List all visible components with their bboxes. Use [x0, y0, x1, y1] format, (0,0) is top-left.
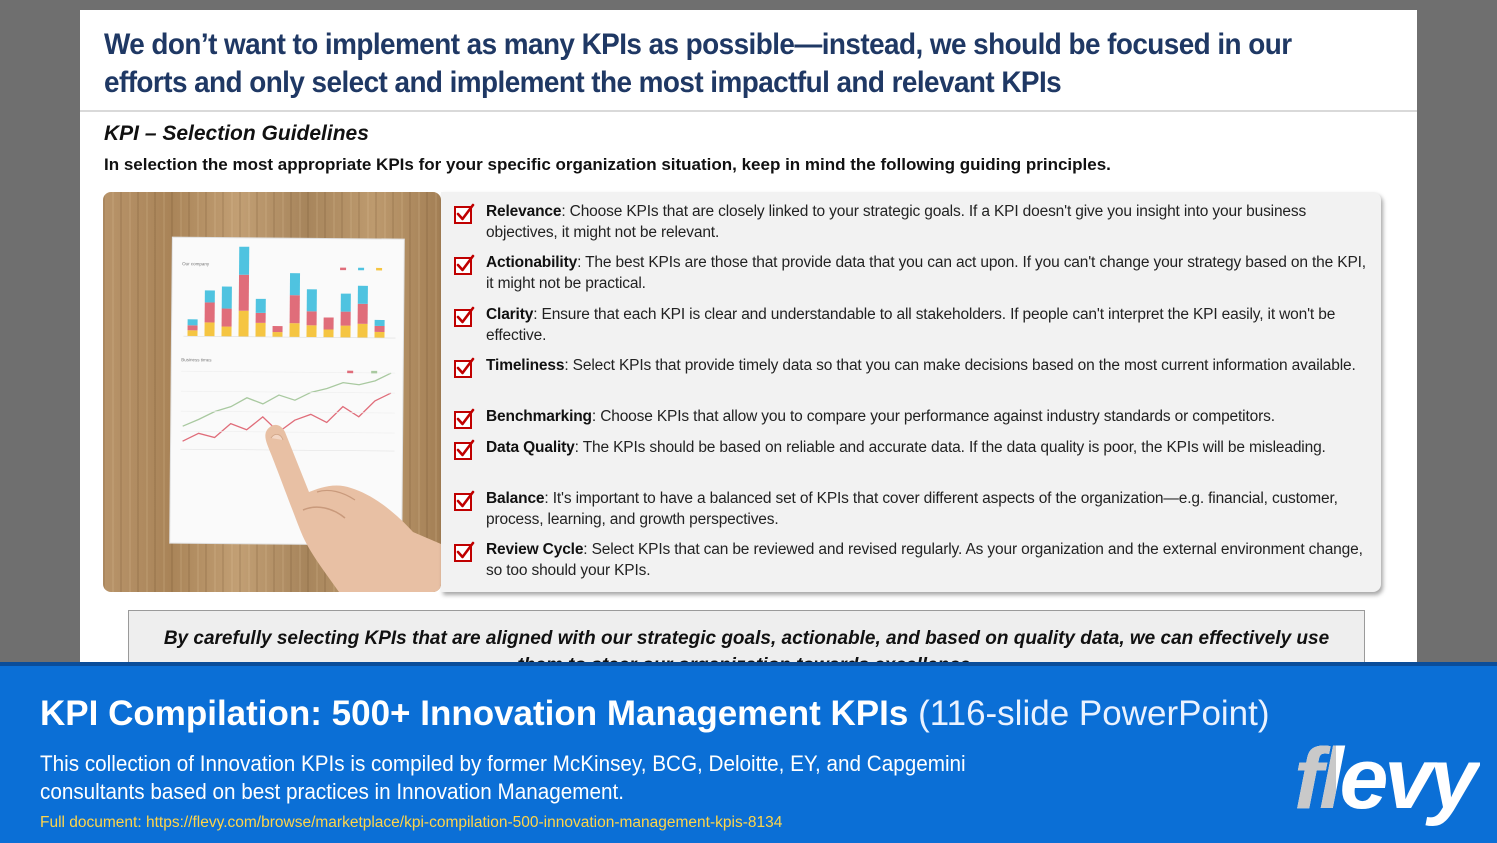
slide: We don’t want to implement as many KPIs …: [80, 10, 1417, 690]
paper-bar-segment: [187, 330, 198, 337]
checkbox-checked-icon: [454, 490, 475, 511]
paper-bar-segment: [221, 326, 232, 337]
paper-bar-segment: [272, 331, 283, 338]
principle-item: Clarity: Ensure that each KPI is clear a…: [453, 305, 1373, 346]
principle-item: Review Cycle: Select KPIs that can be re…: [453, 540, 1373, 581]
svg-text:flevy: flevy: [1294, 732, 1480, 827]
checkbox-checked-icon: [454, 203, 475, 224]
chart1-caption: Our company: [182, 261, 210, 266]
principle-description: : The best KPIs are those that provide d…: [486, 254, 1366, 292]
paper-bar-segment: [289, 295, 300, 324]
principles-list: Relevance: Choose KPIs that are closely …: [441, 192, 1381, 592]
checkbox-checked-icon: [454, 408, 475, 429]
banner-title: KPI Compilation: 500+ Innovation Managem…: [40, 694, 1270, 734]
section-heading: KPI – Selection Guidelines: [104, 122, 369, 145]
checkbox-checked-icon: [454, 541, 475, 562]
paper-bar-segment: [374, 325, 385, 332]
paper-bar-segment: [272, 325, 283, 333]
slide-title: We don’t want to implement as many KPIs …: [104, 28, 1292, 99]
principle-text: Balance: It's important to have a balanc…: [486, 489, 1373, 530]
paper-bar-chart: [183, 246, 396, 339]
paper-bar-segment: [340, 325, 351, 338]
checkbox-checked-icon: [454, 254, 475, 275]
principle-term: Benchmarking: [486, 408, 592, 425]
principle-text: Benchmarking: Choose KPIs that allow you…: [486, 407, 1275, 430]
paper-bar-segment: [187, 319, 198, 326]
paper-bar-segment: [221, 308, 232, 327]
principle-term: Review Cycle: [486, 541, 584, 558]
principle-description: : The KPIs should be based on reliable a…: [574, 439, 1326, 456]
paper-bar-segment: [306, 311, 317, 326]
paper-bar-segment: [374, 319, 385, 326]
principle-description: : Select KPIs that can be reviewed and r…: [486, 541, 1363, 579]
paper-bar-segment: [239, 246, 250, 275]
paper-illustration: Our company Business times: [169, 236, 441, 592]
principle-item: Timeliness: Select KPIs that provide tim…: [453, 356, 1373, 379]
chart2-caption: Business times: [181, 357, 212, 362]
document-link[interactable]: Full document: https://flevy.com/browse/…: [40, 814, 783, 831]
paper-bar-segment: [221, 286, 232, 309]
principle-item: Data Quality: The KPIs should be based o…: [453, 438, 1373, 461]
principle-term: Clarity: [486, 306, 534, 323]
checkbox-checked-icon: [454, 306, 475, 327]
photo-hand-pointing-at-charts: Our company Business times: [103, 192, 441, 592]
principle-description: : Ensure that each KPI is clear and unde…: [486, 306, 1336, 344]
banner-title-main: KPI Compilation: 500+ Innovation Managem…: [40, 694, 909, 733]
promo-banner: KPI Compilation: 500+ Innovation Managem…: [0, 662, 1497, 843]
principle-text: Review Cycle: Select KPIs that can be re…: [486, 540, 1373, 581]
principle-term: Data Quality: [486, 439, 575, 456]
paper-bar-segment: [289, 273, 301, 296]
banner-description: This collection of Innovation KPIs is co…: [40, 751, 966, 804]
paper-bar-segment: [357, 323, 368, 338]
principle-term: Actionability: [486, 254, 578, 271]
paper-bar-segment: [306, 325, 317, 338]
principle-text: Relevance: Choose KPIs that are closely …: [486, 202, 1373, 243]
paper-bar-segment: [289, 323, 300, 338]
paper-bar-segment: [187, 325, 198, 331]
principle-item: Relevance: Choose KPIs that are closely …: [453, 202, 1373, 243]
paper-bar-segment: [204, 322, 215, 337]
principle-description: : It's important to have a balanced set …: [486, 490, 1338, 528]
paper-bar-segment: [374, 331, 385, 338]
paper-bar-segment: [238, 274, 250, 311]
paper-bar-segment: [323, 329, 334, 338]
paper-bar-segment: [204, 290, 215, 303]
principle-text: Timeliness: Select KPIs that provide tim…: [486, 356, 1356, 379]
principle-description: : Choose KPIs that allow you to compare …: [591, 408, 1275, 425]
paper-bar-segment: [357, 285, 368, 304]
paper-bar-segment: [238, 310, 249, 337]
intro-text: In selection the most appropriate KPIs f…: [104, 155, 1111, 174]
principle-text: Actionability: The best KPIs are those t…: [486, 253, 1373, 294]
checkbox-checked-icon: [454, 439, 475, 460]
principle-item: Benchmarking: Choose KPIs that allow you…: [453, 407, 1373, 430]
principle-term: Timeliness: [486, 357, 565, 374]
paper-bar-segment: [204, 302, 215, 323]
paper-bar-segment: [340, 293, 351, 312]
paper-bar-segment: [323, 317, 334, 330]
paper-bar-axis: [183, 335, 396, 339]
banner-title-suffix: (116-slide PowerPoint): [918, 694, 1270, 733]
paper-bar-segment: [255, 312, 266, 323]
paper-bar-segment: [357, 303, 368, 324]
principle-text: Clarity: Ensure that each KPI is clear a…: [486, 305, 1373, 346]
paper-bar-segment: [255, 298, 266, 313]
checkbox-checked-icon: [454, 357, 475, 378]
principle-term: Relevance: [486, 203, 562, 220]
principle-item: Balance: It's important to have a balanc…: [453, 489, 1373, 530]
flevy-logo[interactable]: flevy flevy: [1290, 732, 1480, 828]
principle-term: Balance: [486, 490, 545, 507]
paper-bar-segment: [306, 289, 317, 312]
hand-illustration: [265, 424, 441, 592]
principle-description: : Select KPIs that provide timely data s…: [564, 357, 1356, 374]
paper-bar-segment: [255, 322, 266, 337]
principle-description: : Choose KPIs that are closely linked to…: [486, 203, 1307, 241]
paper-bar-segment: [340, 311, 351, 326]
principle-item: Actionability: The best KPIs are those t…: [453, 253, 1373, 294]
title-divider: [80, 110, 1417, 112]
principle-text: Data Quality: The KPIs should be based o…: [486, 438, 1326, 461]
svg-text:flevy: flevy: [1294, 732, 1480, 827]
